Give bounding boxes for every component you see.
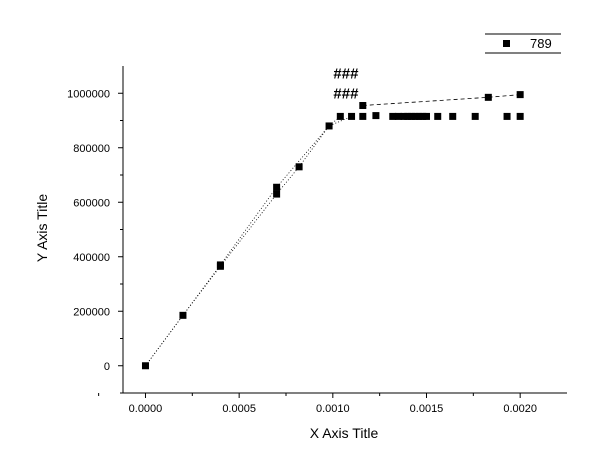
data-point: [273, 183, 281, 191]
y-tick-label: 1000000: [67, 88, 110, 100]
x-tick-label: 0.0010: [316, 403, 350, 415]
legend: 789: [485, 33, 561, 54]
annotations: ### ###: [333, 65, 359, 102]
x-tick-label: 0.0020: [503, 403, 537, 415]
data-point: [273, 190, 281, 198]
axes: 0 200000 400000 600000 800000 1000000 0.0000 0.…: [67, 66, 567, 415]
data-point: [408, 112, 416, 120]
data-point: [372, 112, 380, 120]
fit-lines: [145, 94, 521, 367]
data-point: [503, 112, 511, 120]
data-point: [449, 112, 457, 120]
x-tick-label: 0.0015: [410, 403, 444, 415]
data-point: [516, 112, 524, 120]
y-tick-label: 800000: [73, 143, 110, 155]
data-point: [434, 112, 442, 120]
legend-label: 789: [530, 36, 552, 51]
y-tick-label: 400000: [73, 252, 110, 264]
data-point: [141, 362, 149, 370]
data-point: [394, 112, 402, 120]
data-point: [415, 112, 423, 120]
data-point: [411, 112, 419, 120]
data-point: [179, 311, 187, 319]
data-points: [141, 91, 524, 370]
data-point: [471, 112, 479, 120]
data-point: [422, 112, 430, 120]
data-point: [336, 112, 344, 120]
y-tick-label: 200000: [73, 306, 110, 318]
data-point: [348, 112, 356, 120]
data-point: [419, 112, 427, 120]
y-tick-label: 600000: [73, 197, 110, 209]
y-tick-label: 0: [104, 361, 110, 373]
data-point: [359, 102, 367, 110]
fit-line-dashed: [362, 94, 521, 106]
legend-marker: [503, 40, 510, 47]
data-point: [400, 112, 408, 120]
annotation-label: ###: [333, 65, 359, 82]
data-point: [389, 112, 397, 120]
fit-line-dotted: [145, 116, 352, 367]
data-point: [359, 112, 367, 120]
annotation-label: ###: [333, 86, 359, 103]
data-point: [404, 112, 412, 120]
data-point: [295, 163, 303, 171]
data-point: [216, 261, 224, 269]
y-axis-title: Y Axis Title: [34, 194, 50, 262]
fit-line-dotted: [145, 116, 341, 367]
x-tick-label: 0.0000: [129, 403, 163, 415]
data-point: [325, 122, 333, 130]
data-point: [484, 93, 492, 101]
x-tick-label: 0.0005: [222, 403, 256, 415]
x-axis-title: X Axis Title: [310, 425, 379, 441]
data-point: [516, 91, 524, 99]
